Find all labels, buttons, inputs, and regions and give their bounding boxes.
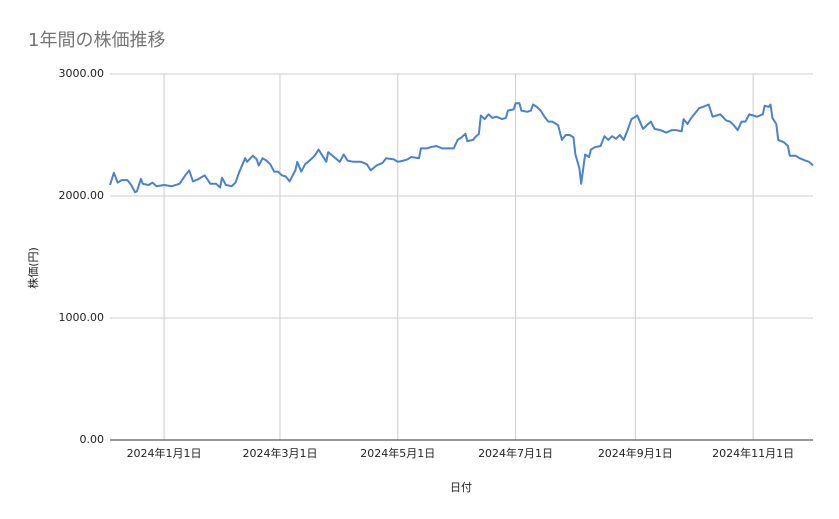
y-tick-label: 3000.00 — [59, 67, 105, 80]
x-tick-label: 2024年9月1日 — [598, 446, 673, 460]
x-tick-label: 2024年7月1日 — [478, 446, 553, 460]
x-tick-label: 2024年11月1日 — [712, 446, 794, 460]
x-tick-label: 2024年5月1日 — [360, 446, 435, 460]
y-axis-label: 株価(円) — [26, 247, 40, 289]
line-series — [109, 102, 814, 194]
x-tick-label: 2024年1月1日 — [127, 446, 202, 460]
y-tick-label: 1000.00 — [59, 311, 105, 324]
chart-title: 1年間の株価推移 — [28, 30, 165, 51]
x-axis-label: 日付 — [450, 481, 472, 494]
y-tick-label: 2000.00 — [59, 189, 105, 202]
x-tick-label: 2024年3月1日 — [242, 446, 317, 460]
y-tick-label: 0.00 — [80, 433, 105, 446]
